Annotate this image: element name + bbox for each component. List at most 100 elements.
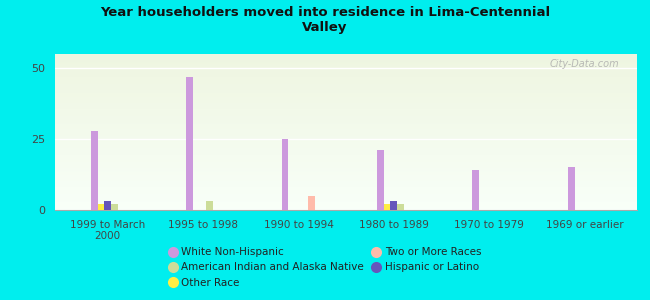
Bar xyxy=(55,105,637,106)
Bar xyxy=(55,112,637,113)
Bar xyxy=(55,109,637,110)
Bar xyxy=(105,202,111,210)
Bar xyxy=(55,174,637,175)
Bar xyxy=(55,168,637,169)
Bar xyxy=(55,66,637,67)
Bar xyxy=(55,164,637,165)
Bar xyxy=(55,176,637,177)
Bar xyxy=(55,160,637,161)
Bar xyxy=(568,167,575,210)
Bar xyxy=(55,62,637,63)
Bar xyxy=(55,68,637,69)
Bar xyxy=(55,82,637,83)
Bar xyxy=(55,59,637,60)
Bar xyxy=(55,147,637,148)
Bar xyxy=(55,197,637,198)
Bar xyxy=(55,103,637,104)
Bar xyxy=(55,206,637,207)
Bar xyxy=(55,173,637,174)
Bar xyxy=(55,122,637,123)
Bar xyxy=(55,114,637,115)
Bar xyxy=(55,204,637,205)
Bar xyxy=(55,184,637,185)
Bar xyxy=(55,92,637,93)
Bar xyxy=(55,152,637,153)
Bar xyxy=(55,192,637,193)
Bar xyxy=(55,140,637,141)
Bar xyxy=(55,146,637,147)
Bar xyxy=(55,208,637,209)
Bar xyxy=(55,187,637,188)
Bar xyxy=(55,88,637,89)
Bar xyxy=(55,205,637,206)
Bar xyxy=(55,170,637,171)
Bar xyxy=(55,169,637,170)
Bar xyxy=(55,128,637,129)
Bar xyxy=(55,167,637,168)
Bar xyxy=(55,142,637,143)
Bar xyxy=(55,110,637,111)
Bar xyxy=(473,170,479,210)
Bar xyxy=(55,166,637,167)
Bar xyxy=(55,87,637,88)
Bar xyxy=(55,130,637,131)
Bar xyxy=(55,61,637,62)
Bar xyxy=(55,155,637,156)
Bar xyxy=(55,84,637,85)
Bar xyxy=(55,171,637,172)
Bar xyxy=(55,94,637,95)
Bar xyxy=(55,186,637,187)
Bar xyxy=(55,148,637,149)
Bar xyxy=(55,77,637,78)
Bar xyxy=(55,100,637,101)
Bar xyxy=(187,77,193,210)
Bar xyxy=(55,193,637,194)
Bar xyxy=(55,182,637,183)
Bar xyxy=(55,121,637,122)
Bar xyxy=(55,177,637,178)
Text: City-Data.com: City-Data.com xyxy=(550,59,619,69)
Bar xyxy=(55,85,637,86)
Bar xyxy=(55,161,637,162)
Bar xyxy=(55,73,637,74)
Bar xyxy=(55,125,637,126)
Bar xyxy=(55,133,637,134)
Bar xyxy=(55,188,637,189)
Bar xyxy=(55,106,637,107)
Bar xyxy=(55,195,637,196)
Bar xyxy=(55,86,637,87)
Bar xyxy=(55,98,637,99)
Bar xyxy=(55,89,637,90)
Bar xyxy=(55,56,637,57)
Bar xyxy=(55,178,637,179)
Bar xyxy=(55,150,637,151)
Bar xyxy=(55,209,637,210)
Bar xyxy=(55,196,637,197)
Bar xyxy=(55,153,637,154)
Bar xyxy=(111,204,118,210)
Bar xyxy=(55,162,637,163)
Bar xyxy=(55,118,637,119)
Bar xyxy=(55,95,637,96)
Bar xyxy=(55,172,637,173)
Bar xyxy=(309,196,315,210)
Bar xyxy=(55,69,637,70)
Bar xyxy=(55,58,637,59)
Bar xyxy=(55,126,637,127)
Bar xyxy=(55,74,637,75)
Bar xyxy=(55,163,637,164)
Bar xyxy=(55,83,637,84)
Bar xyxy=(55,55,637,56)
Bar xyxy=(55,183,637,184)
Bar xyxy=(55,194,637,195)
Bar xyxy=(55,180,637,181)
Bar xyxy=(55,165,637,166)
Bar xyxy=(55,96,637,97)
Bar xyxy=(55,75,637,76)
Bar xyxy=(55,201,637,202)
Bar xyxy=(55,185,637,186)
Bar xyxy=(55,159,637,160)
Bar xyxy=(55,149,637,150)
Bar xyxy=(55,124,637,125)
Bar xyxy=(55,132,637,133)
